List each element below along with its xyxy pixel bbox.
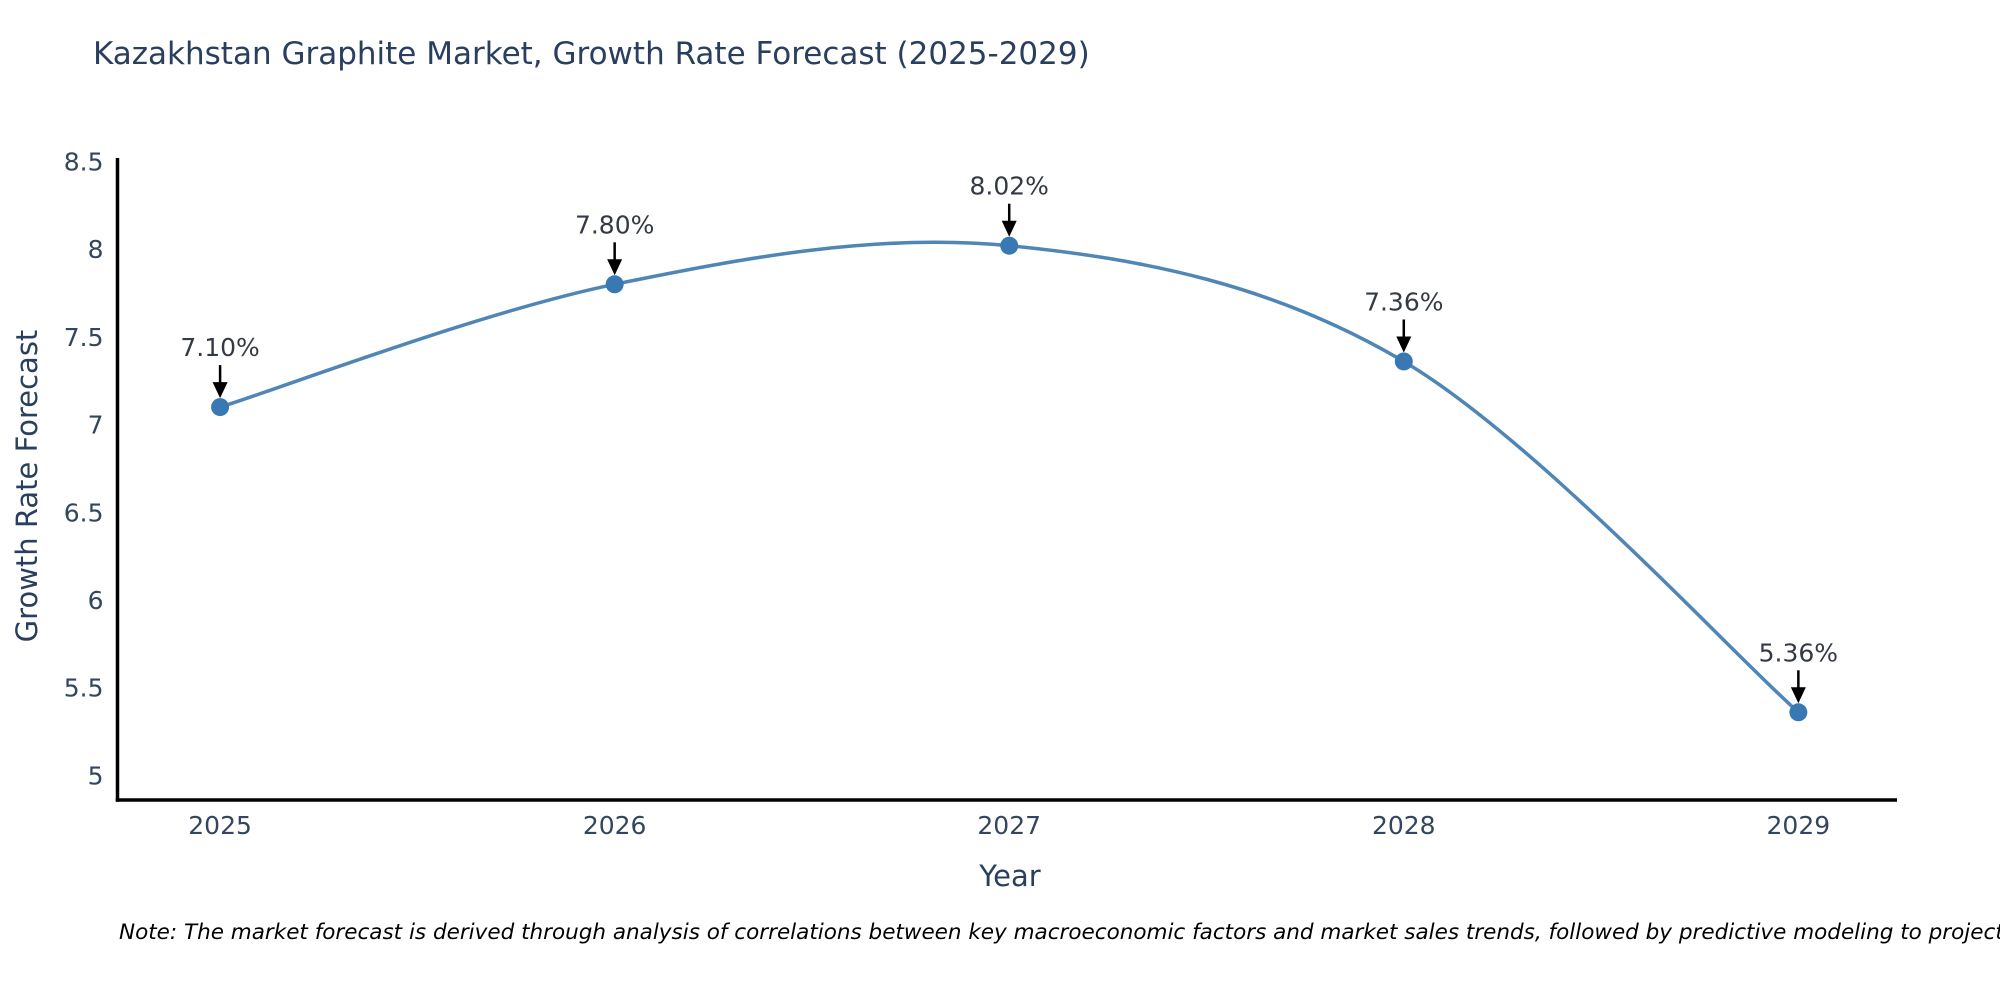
y-tick-label: 8 xyxy=(88,235,104,264)
y-tick-label: 7.5 xyxy=(64,323,104,352)
x-tick-label: 2025 xyxy=(188,811,252,840)
data-point-2027 xyxy=(1000,236,1019,255)
data-point-2025 xyxy=(211,398,230,417)
y-tick-label: 8.5 xyxy=(64,148,104,177)
annotation-label: 7.80% xyxy=(575,210,654,239)
annotation-label: 7.36% xyxy=(1364,287,1443,316)
y-tick-label: 6.5 xyxy=(64,498,104,527)
y-tick-label: 5.5 xyxy=(64,674,104,703)
data-point-2028 xyxy=(1394,352,1413,371)
annotation-arrowhead xyxy=(607,259,623,276)
x-tick-label: 2026 xyxy=(583,811,647,840)
growth-rate-spline xyxy=(218,240,1801,715)
chart-title: Kazakhstan Graphite Market, Growth Rate … xyxy=(93,36,1090,72)
x-tick-label: 2028 xyxy=(1372,811,1436,840)
x-axis-title: Year xyxy=(979,859,1041,893)
annotation-label: 7.10% xyxy=(180,333,259,362)
annotation-arrowhead xyxy=(212,382,228,399)
y-tick-label: 5 xyxy=(88,761,104,790)
x-tick-label: 2029 xyxy=(1767,811,1831,840)
data-point-2026 xyxy=(605,275,624,294)
footnote: Note: The market forecast is derived thr… xyxy=(119,920,2000,945)
y-tick-label: 7 xyxy=(88,411,104,440)
x-tick-label: 2027 xyxy=(977,811,1041,840)
annotation-label: 5.36% xyxy=(1759,638,1838,667)
annotation-label: 8.02% xyxy=(970,172,1049,201)
annotation-arrowhead xyxy=(1001,220,1017,237)
annotation-arrowhead xyxy=(1396,336,1412,353)
annotation-arrowhead xyxy=(1790,687,1806,704)
data-point-2029 xyxy=(1789,703,1808,722)
y-tick-label: 6 xyxy=(88,586,104,615)
